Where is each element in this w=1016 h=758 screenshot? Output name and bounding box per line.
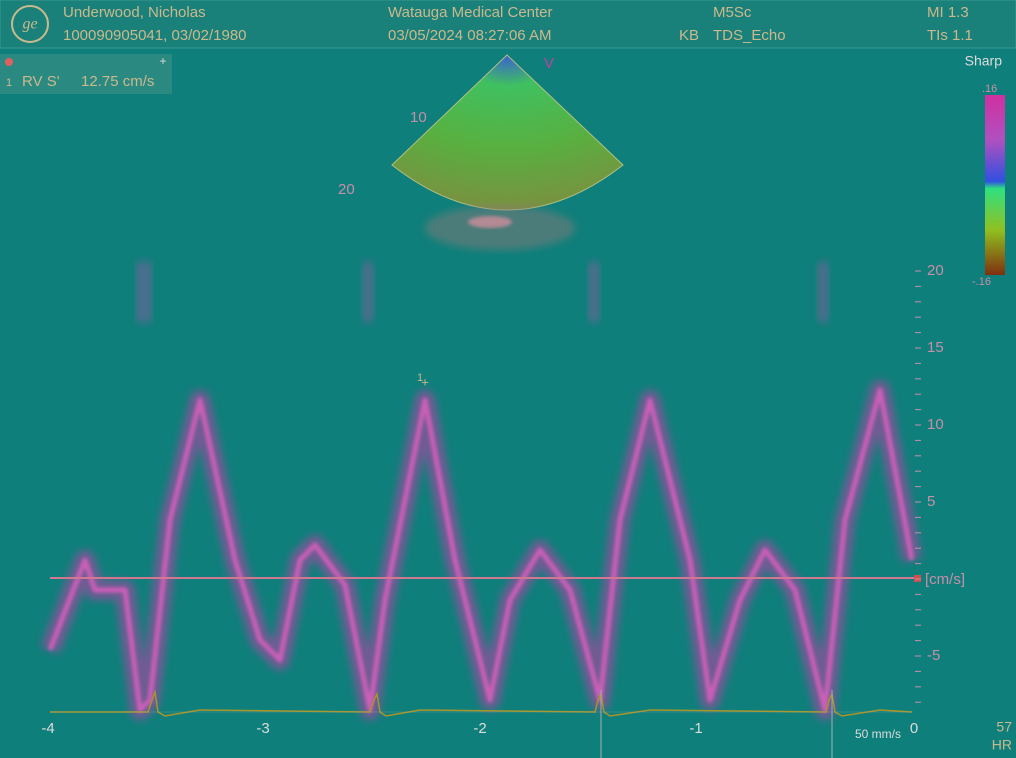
time-label: -1 [689, 720, 702, 737]
mi: MI 1.3 [927, 4, 969, 21]
datetime: 03/05/2024 08:27:06 AM [388, 27, 551, 44]
velocity-label: 5 [927, 493, 935, 510]
velocity-unit: [cm/s] [925, 571, 965, 588]
close-icon[interactable] [5, 58, 13, 66]
time-label: -2 [473, 720, 486, 737]
tis: TIs 1.1 [927, 27, 973, 44]
operator: KB [679, 27, 699, 44]
measurement-box [0, 54, 172, 94]
sector-echo [468, 216, 512, 228]
velocity-label: 10 [927, 416, 944, 433]
heart-rate: 57 [996, 719, 1012, 735]
velocity-label: -5 [927, 647, 940, 664]
logo [11, 5, 49, 43]
artifact [588, 262, 600, 322]
sweep-speed: 50 mm/s [855, 727, 901, 741]
sector-image [391, 54, 624, 211]
patient-name: Underwood, Nicholas [63, 4, 206, 21]
scale-max: .16 [982, 83, 997, 95]
scale-min: -.16 [972, 276, 991, 288]
move-icon[interactable]: + [159, 54, 166, 68]
facility: Watauga Medical Center [388, 4, 553, 21]
heart-rate-label: HR [992, 737, 1012, 753]
sector-tissue [425, 206, 575, 250]
spectral-noise [136, 262, 829, 322]
doppler-envelope [47, 387, 915, 713]
velocity-scale [915, 270, 921, 703]
header-bar [0, 0, 1016, 49]
time-label: -4 [41, 720, 54, 737]
logo-mark: ge [22, 16, 37, 33]
sector-marker: V [544, 55, 554, 72]
artifact [136, 262, 152, 322]
patient-id: 100090905041, 03/02/1980 [63, 27, 247, 44]
velocity-label: 20 [927, 262, 944, 279]
probe: M5Sc [713, 4, 752, 21]
caliper-index: 1 [417, 372, 423, 384]
measurement-label: RV S' [22, 73, 60, 90]
filter-label: Sharp [965, 53, 1003, 69]
time-label: -3 [256, 720, 269, 737]
preset: TDS_Echo [713, 27, 786, 44]
time-label: 0 [910, 720, 918, 737]
artifact [362, 262, 374, 322]
measurement-value: 12.75 cm/s [81, 73, 154, 90]
depth-label: 10 [410, 109, 427, 126]
artifact [817, 262, 829, 322]
measurement-index: 1 [6, 77, 12, 89]
caliper[interactable]: + [421, 374, 429, 389]
depth-label: 20 [338, 181, 355, 198]
velocity-label: 15 [927, 339, 944, 356]
color-scale [985, 95, 1005, 275]
